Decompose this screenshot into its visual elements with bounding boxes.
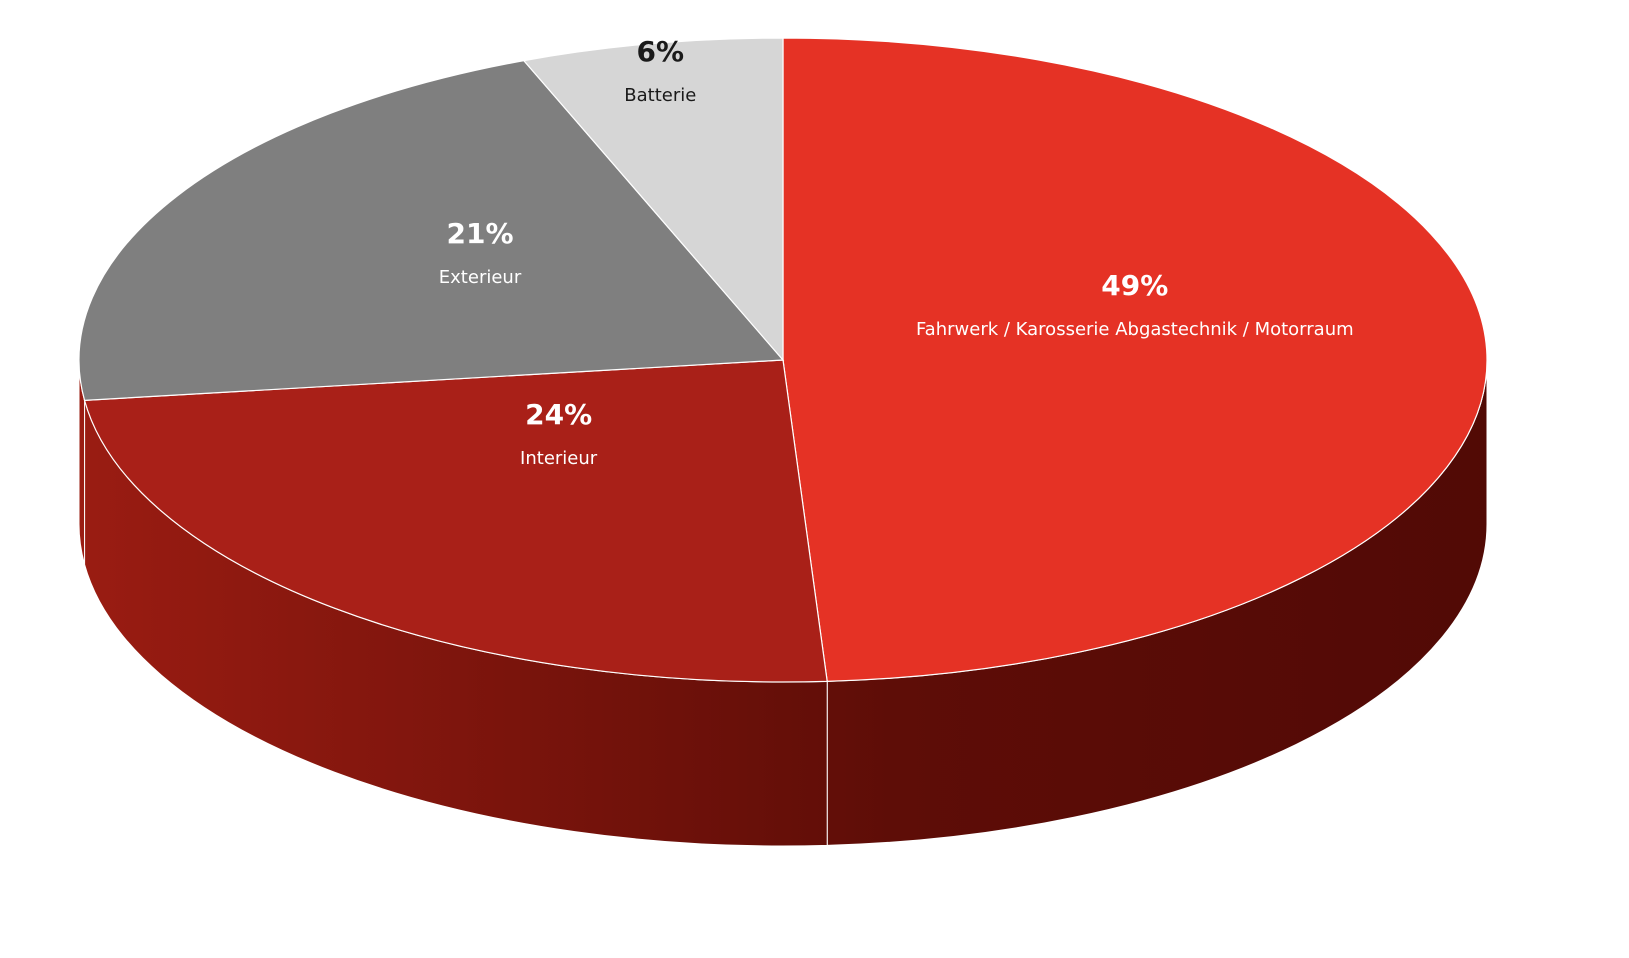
slice-value-label-interieur: 24% [525, 398, 592, 431]
pie-slice-exterieur [78, 59, 785, 401]
slice-category-label-fahrwerk-karosserie-abgastechnik-motorraum: Fahrwerk / Karosserie Abgastechnik / Mot… [916, 319, 1354, 340]
slice-category-label-batterie: Batterie [624, 85, 696, 106]
pie-slices [78, 37, 1488, 683]
pie-slice-interieur [83, 359, 828, 683]
pie-labels: 49% Fahrwerk / Karosserie Abgastechnik / … [439, 35, 1354, 469]
slice-category-label-exterieur: Exterieur [439, 267, 522, 288]
slice-value-label-batterie: 6% [637, 35, 685, 68]
pie-slice-fahrwerk-karosserie-abgastechnik-motorraum [782, 37, 1488, 682]
slice-category-label-interieur: Interieur [520, 448, 598, 469]
pie-slice-batterie [522, 37, 784, 362]
slice-value-label-exterieur: 21% [447, 217, 514, 250]
slice-value-label-fahrwerk-karosserie-abgastechnik-motorraum: 49% [1101, 269, 1168, 302]
